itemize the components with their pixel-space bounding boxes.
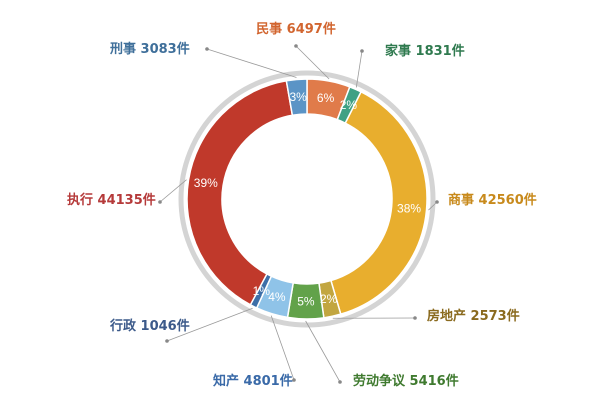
leader-dot-6: [165, 339, 169, 343]
percent-label-5: 4%: [268, 290, 286, 304]
category-label-6: 行政 1046件: [109, 318, 190, 334]
category-label-4: 劳动争议 5416件: [353, 373, 459, 389]
percent-label-1: 2%: [340, 98, 358, 112]
leader-line-7: [159, 179, 187, 203]
slice-7: [186, 79, 294, 306]
leader-dot-3: [413, 316, 417, 320]
slice-2: [329, 90, 428, 316]
category-label-1: 家事 1831件: [385, 43, 465, 59]
percent-label-2: 38%: [397, 201, 421, 215]
leader-lines-group: [158, 44, 439, 384]
category-label-0: 民事 6497件: [256, 21, 336, 37]
leader-dot-2: [435, 200, 439, 204]
percent-label-6: 1%: [253, 284, 271, 298]
leader-line-6: [166, 307, 253, 342]
leader-dot-8: [205, 47, 209, 51]
leader-dot-1: [360, 49, 364, 53]
leader-line-1: [355, 50, 363, 88]
percent-label-8: 3%: [289, 90, 307, 104]
percent-label-0: 6%: [317, 91, 335, 105]
leader-line-0: [295, 45, 330, 80]
percent-labels-group: 6% 2% 38% 2% 5% 4%1% 39% 3%: [194, 90, 422, 309]
slices-group: [186, 78, 428, 320]
category-label-5: 知产 4801件: [213, 373, 293, 389]
leader-line-8: [206, 48, 297, 78]
percent-label-3: 2%: [320, 292, 338, 306]
outer-ring: [178, 70, 436, 328]
category-label-2: 商事 42560件: [448, 192, 537, 208]
leader-dot-5: [292, 378, 296, 382]
category-label-7: 执行 44135件: [67, 192, 156, 208]
percent-label-7: 39%: [194, 176, 218, 190]
leader-dot-7: [158, 200, 162, 204]
leader-line-5: [270, 315, 295, 381]
category-label-3: 房地产 2573件: [427, 308, 520, 324]
leader-line-4: [305, 320, 341, 383]
percent-label-4: 5%: [297, 294, 315, 308]
leader-line-2: [428, 201, 438, 211]
category-label-8: 刑事 3083件: [110, 41, 190, 57]
leader-dot-0: [294, 44, 298, 48]
leader-dot-4: [338, 380, 342, 384]
slice-8: [285, 78, 308, 117]
